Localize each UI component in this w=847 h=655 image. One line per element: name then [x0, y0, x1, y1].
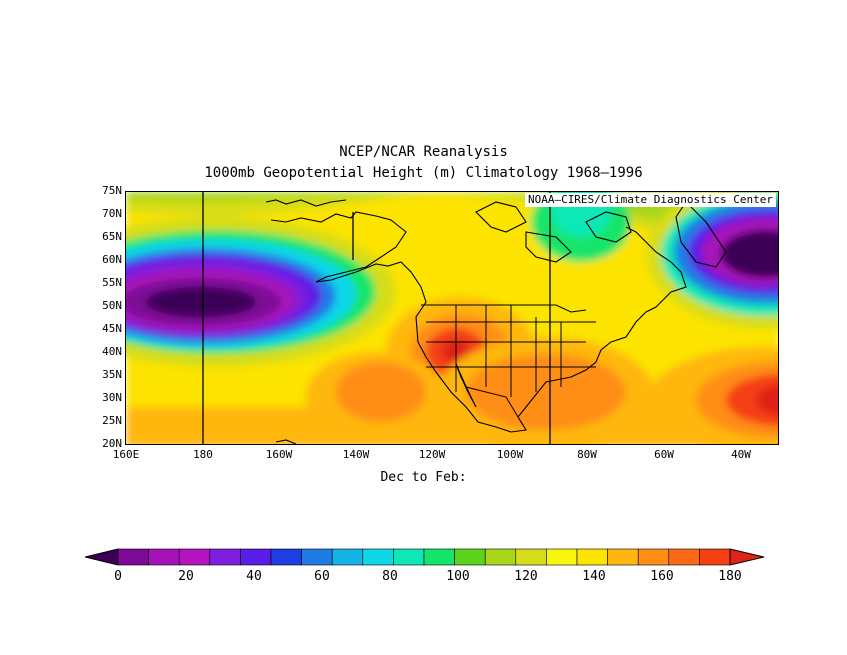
lat-label: 35N	[102, 368, 122, 381]
colorbar-swatch	[393, 548, 425, 566]
colorbar-swatch	[607, 548, 639, 566]
lat-label: 40N	[102, 345, 122, 358]
lat-label: 50N	[102, 299, 122, 312]
colorbar-swatch	[423, 548, 455, 566]
lon-label: 40W	[731, 448, 751, 461]
meridian-lines	[202, 192, 551, 444]
colorbar-swatch	[117, 548, 149, 566]
lat-label: 20N	[102, 437, 122, 450]
lat-label: 60N	[102, 253, 122, 266]
colorbar-label: 80	[382, 569, 398, 584]
lat-label: 45N	[102, 322, 122, 335]
map-subtitle: 1000mb Geopotential Height (m) Climatolo…	[204, 165, 643, 181]
colorbar-swatch	[178, 548, 211, 566]
colorbar-swatch	[301, 548, 333, 566]
colorbar-swatch	[240, 548, 272, 566]
lat-label: 55N	[102, 276, 122, 289]
colorbar-label: 120	[514, 569, 538, 584]
lat-label: 25N	[102, 414, 122, 427]
colorbar-swatch	[668, 548, 700, 566]
lon-label: 60W	[654, 448, 674, 461]
lat-label: 75N	[102, 184, 122, 197]
lon-label: 80W	[577, 448, 597, 461]
colorbar-swatch	[270, 548, 302, 566]
lon-label: 100W	[496, 448, 524, 461]
coastlines	[265, 199, 727, 444]
lat-label: 30N	[102, 391, 122, 404]
contour-map: NOAA–CIRES/Climate Diagnostics Center	[125, 191, 779, 445]
colorbar-swatch	[484, 548, 517, 566]
colorbar-swatch	[576, 548, 608, 566]
colorbar-label: 40	[246, 569, 262, 584]
colorbar	[85, 548, 765, 566]
lon-label: 160W	[265, 448, 293, 461]
colorbar-label: 100	[446, 569, 470, 584]
contour-map-svg	[126, 192, 778, 444]
colorbar-swatch	[148, 548, 180, 566]
map-title: NCEP/NCAR Reanalysis	[339, 144, 508, 160]
colorbar-swatch	[362, 548, 394, 566]
lon-label: 120W	[418, 448, 446, 461]
season-label: Dec to Feb:	[380, 470, 467, 485]
contour-fill	[126, 192, 778, 444]
lon-label: 140W	[342, 448, 370, 461]
colorbar-swatch	[209, 548, 241, 566]
colorbar-label: 160	[650, 569, 674, 584]
lon-label: 180	[193, 448, 213, 461]
lat-label: 70N	[102, 207, 122, 220]
political-borders	[421, 304, 596, 418]
colorbar-label: 20	[178, 569, 194, 584]
data-source-credit: NOAA–CIRES/Climate Diagnostics Center	[524, 193, 776, 207]
lat-label: 65N	[102, 230, 122, 243]
colorbar-label: 0	[114, 569, 122, 584]
colorbar-label: 60	[314, 569, 330, 584]
colorbar-low-arrow	[85, 548, 119, 566]
colorbar-swatch	[546, 548, 578, 566]
colorbar-swatch	[699, 548, 731, 566]
colorbar-swatch	[454, 548, 486, 566]
colorbar-swatch	[331, 548, 364, 566]
colorbar-label: 180	[718, 569, 742, 584]
colorbar-label: 140	[582, 569, 606, 584]
colorbar-high-arrow	[729, 548, 765, 566]
lon-label: 160E	[112, 448, 140, 461]
colorbar-swatch	[637, 548, 670, 566]
colorbar-swatch	[515, 548, 547, 566]
